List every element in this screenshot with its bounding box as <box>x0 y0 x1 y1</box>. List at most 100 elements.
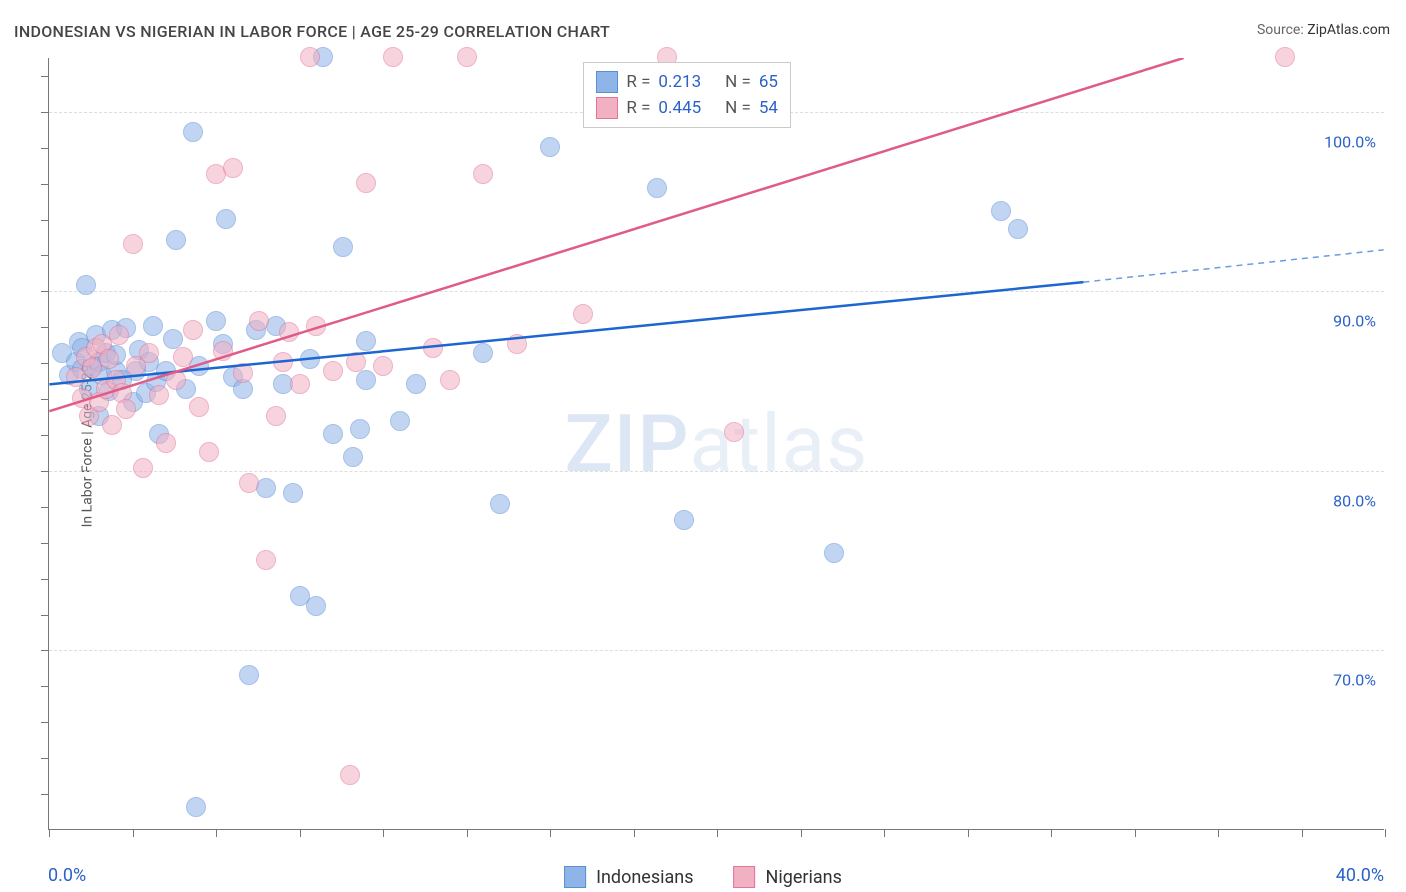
data-point <box>233 363 253 383</box>
source-value: ZipAtlas.com <box>1307 22 1390 38</box>
data-point <box>824 543 844 563</box>
data-point <box>266 406 286 426</box>
data-point <box>290 374 310 394</box>
data-point <box>423 338 443 358</box>
y-tick <box>41 220 49 221</box>
n-value: 65 <box>759 69 778 95</box>
data-point <box>213 341 233 361</box>
data-point <box>1275 47 1295 67</box>
x-tick <box>1218 829 1219 837</box>
data-point <box>306 316 326 336</box>
data-point <box>239 473 259 493</box>
watermark-atlas: atlas <box>690 397 869 491</box>
data-point <box>116 399 136 419</box>
data-point <box>323 424 343 444</box>
y-tick <box>41 399 49 400</box>
data-point <box>216 209 236 229</box>
gridline <box>49 650 1384 651</box>
data-point <box>457 47 477 67</box>
data-point <box>724 422 744 442</box>
data-point <box>133 458 153 478</box>
data-point <box>573 304 593 324</box>
x-tick <box>49 829 50 837</box>
data-point <box>300 47 320 67</box>
y-tick <box>41 291 49 292</box>
legend-stats-box: R = 0.213 N = 65R = 0.445 N = 54 <box>583 62 791 128</box>
data-point <box>102 415 122 435</box>
x-tick <box>1135 829 1136 837</box>
trendlines-svg <box>49 58 1384 829</box>
n-label: N = <box>725 95 751 121</box>
x-axis-min-label: 0.0% <box>48 865 86 886</box>
data-point <box>306 596 326 616</box>
data-point <box>373 356 393 376</box>
y-tick-label: 90.0% <box>1333 312 1376 331</box>
legend-label: Nigerians <box>766 867 842 888</box>
x-tick <box>1051 829 1052 837</box>
y-tick <box>41 184 49 185</box>
data-point <box>473 343 493 363</box>
data-point <box>76 275 96 295</box>
data-point <box>256 550 276 570</box>
data-point <box>540 137 560 157</box>
y-tick <box>41 543 49 544</box>
data-point <box>206 311 226 331</box>
legend-stats-row: R =0.445N =54 <box>596 95 778 121</box>
data-point <box>249 311 269 331</box>
legend-stats-row: R = 0.213 N = 65 <box>596 69 778 95</box>
data-point <box>123 234 143 254</box>
data-point <box>390 411 410 431</box>
data-point <box>350 419 370 439</box>
r-value: 0.213 <box>658 69 701 95</box>
legend-swatch <box>564 866 586 888</box>
data-point <box>340 765 360 785</box>
data-point <box>189 397 209 417</box>
source-attribution: Source: ZipAtlas.com <box>1257 22 1390 38</box>
data-point <box>647 178 667 198</box>
x-axis-max-label: 40.0% <box>1336 865 1384 886</box>
legend-swatch <box>596 97 618 119</box>
n-value: 54 <box>759 95 778 121</box>
chart-title: INDONESIAN VS NIGERIAN IN LABOR FORCE | … <box>14 22 610 41</box>
data-point <box>183 320 203 340</box>
data-point <box>166 230 186 250</box>
y-tick <box>41 435 49 436</box>
x-tick <box>216 829 217 837</box>
data-point <box>139 343 159 363</box>
data-point <box>356 173 376 193</box>
data-point <box>183 122 203 142</box>
data-point <box>186 797 206 817</box>
data-point <box>991 201 1011 221</box>
y-tick <box>41 507 49 508</box>
y-tick <box>41 327 49 328</box>
gridline <box>49 291 1384 292</box>
x-tick <box>634 829 635 837</box>
r-value: 0.445 <box>658 95 701 121</box>
x-tick <box>550 829 551 837</box>
data-point <box>383 47 403 67</box>
data-point <box>300 349 320 369</box>
legend-swatch <box>596 71 618 93</box>
data-point <box>674 510 694 530</box>
x-tick <box>1302 829 1303 837</box>
x-tick <box>884 829 885 837</box>
data-point <box>166 370 186 390</box>
data-point <box>1008 219 1028 239</box>
data-point <box>156 433 176 453</box>
data-point <box>490 494 510 514</box>
y-tick-label: 100.0% <box>1324 132 1376 151</box>
data-point <box>239 665 259 685</box>
x-tick <box>801 829 802 837</box>
y-tick <box>41 76 49 77</box>
r-label: R = <box>626 69 650 95</box>
data-point <box>143 316 163 336</box>
data-point <box>109 325 129 345</box>
y-tick-label: 80.0% <box>1333 491 1376 510</box>
data-point <box>343 447 363 467</box>
y-tick <box>41 255 49 256</box>
n-label: N = <box>725 69 751 95</box>
legend-swatch <box>734 866 756 888</box>
data-point <box>273 352 293 372</box>
data-point <box>356 370 376 390</box>
data-point <box>199 442 219 462</box>
